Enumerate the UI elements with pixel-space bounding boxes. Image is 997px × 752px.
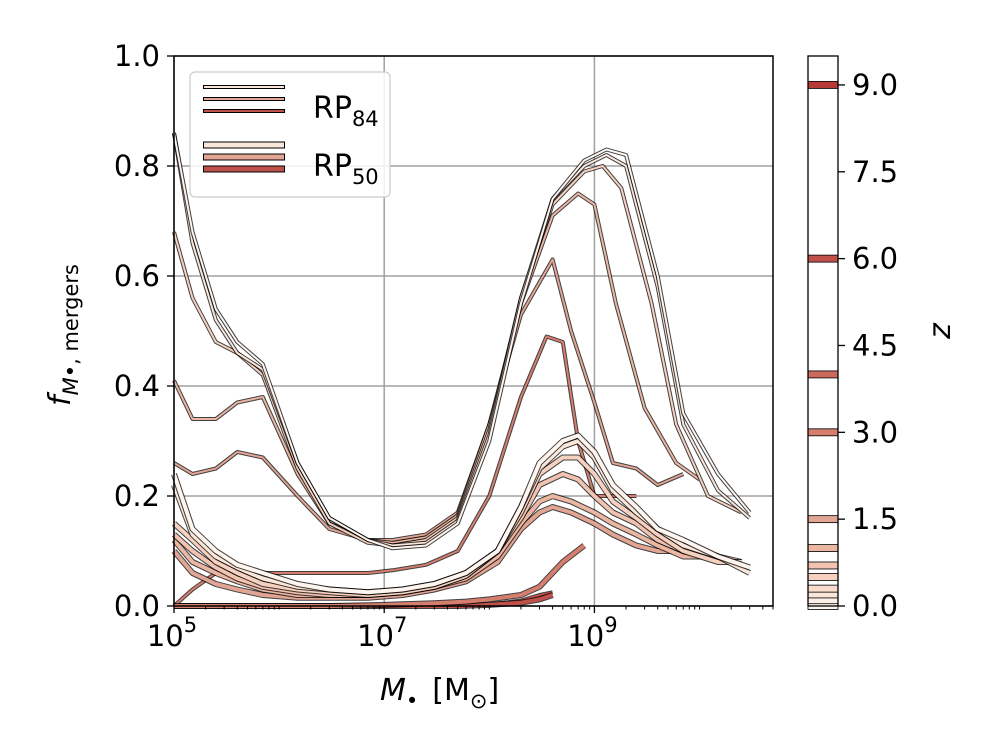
colorbar-level-7: [807, 515, 839, 524]
colorbar-level-6: [807, 544, 839, 553]
colorbar-tick-label-6: 9.0: [852, 68, 898, 102]
colorbar-background: [808, 56, 838, 606]
series-RP84-z1p5: [172, 257, 685, 542]
series-RP50-z0: [171, 432, 751, 596]
series-layer: [171, 132, 752, 609]
series-line: [173, 165, 742, 547]
x-axis-label: M• [M⊙]: [380, 673, 499, 713]
series-RP84-z0: [172, 132, 752, 551]
colorbar-level-4: [807, 573, 839, 581]
series-RP84-z0p5: [172, 164, 743, 548]
y-tick-label-1: 0.2: [114, 479, 160, 513]
legend: RP84 RP50: [189, 71, 391, 198]
x-tick-label-2: 109: [567, 613, 617, 653]
legend-label-rp84: RP84: [313, 91, 379, 131]
legend-label-rp50: RP50: [313, 149, 379, 189]
x-axis-ticks: 105 107 109: [147, 606, 774, 653]
colorbar-tick-label-5: 7.5: [852, 155, 898, 189]
series-RP84-z1: [172, 191, 701, 545]
colorbar-level-5: [807, 561, 839, 570]
colorbar-level-10: [807, 254, 839, 263]
colorbar-tick-label-4: 6.0: [852, 242, 898, 276]
y-tick-label-3: 0.6: [114, 259, 160, 293]
series-line: [173, 132, 751, 550]
y-axis-label: fM•, mergers: [43, 264, 83, 406]
colorbar-level-3: [807, 584, 839, 593]
series-outline: [172, 164, 743, 548]
colorbar-label: z: [923, 322, 958, 340]
colorbar-tick-label-3: 4.5: [852, 328, 898, 362]
colorbar-level-8: [807, 428, 839, 437]
y-tick-label-5: 1.0: [114, 39, 160, 73]
series-line: [173, 192, 701, 544]
colorbar-level-9: [807, 370, 839, 379]
colorbar-tick-label-1: 1.5: [852, 502, 898, 536]
y-tick-label-4: 0.8: [114, 149, 160, 183]
series-line: [172, 433, 751, 595]
x-tick-label-0: 105: [147, 613, 197, 653]
colorbar-level-11: [807, 81, 839, 89]
y-axis-ticks: 0.0 0.2 0.4 0.6 0.8 1.0: [114, 39, 174, 623]
colorbar-tick-label-0: 0.0: [852, 589, 898, 623]
y-tick-label-2: 0.4: [114, 369, 160, 403]
colorbar-tick-label-2: 3.0: [852, 415, 898, 449]
legend-swatches: [203, 85, 285, 173]
colorbar: 0.0 1.5 3.0 4.5 6.0 7.5 9.0 z: [807, 55, 958, 623]
colorbar-frame: [807, 55, 839, 607]
y-tick-label-0: 0.0: [114, 589, 160, 623]
x-tick-label-1: 107: [357, 613, 407, 653]
colorbar-ticks: 0.0 1.5 3.0 4.5 6.0 7.5 9.0: [838, 68, 898, 623]
series-line: [173, 258, 684, 541]
